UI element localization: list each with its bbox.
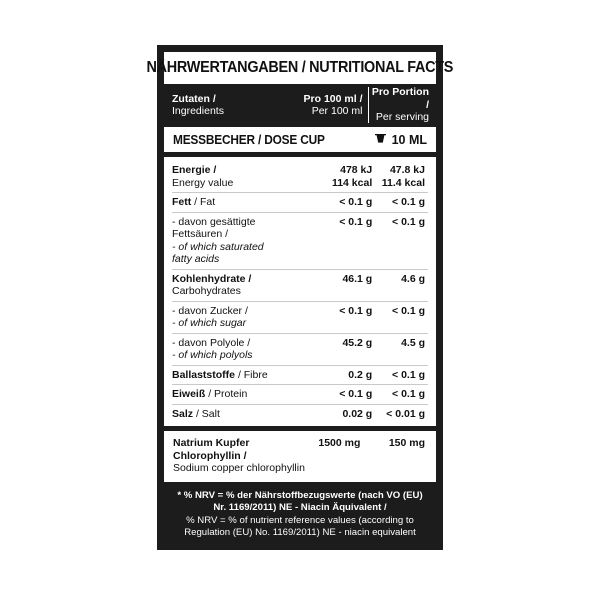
page-title: NÄHRWERTANGABEN / NUTRITIONAL FACTS (146, 59, 454, 76)
row-name-de: - davon gesättigte Fettsäuren / (172, 215, 256, 241)
row-value-per-serving: < 0.1 g (374, 301, 428, 334)
measuring-cup-icon (374, 131, 387, 149)
row-name-en: Energy value (172, 176, 234, 189)
row-value-per-100ml-text: 478 kJ 114 kcal (331, 164, 373, 189)
row-name: Ballaststoffe / Fibre (172, 365, 316, 385)
row-name: - davon gesättigte Fettsäuren / - of whic… (172, 212, 316, 270)
dose-cup-amount-group: 10 ML (374, 131, 427, 149)
row-name: - davon Polyole / - of which polyols (172, 333, 316, 366)
table-row: Ballaststoffe / Fibre 0.2 g < 0.1 g (172, 365, 428, 385)
table-row: - davon Zucker / - of which sugar < 0.1 … (172, 301, 428, 334)
row-name: - davon Zucker / - of which sugar (172, 301, 316, 334)
row-name-en: Sodium copper chlorophyllin (173, 462, 305, 474)
row-name-de: Salz (172, 407, 194, 420)
table-row: Natrium Kupfer Chlorophyllin / Sodium co… (172, 436, 428, 476)
row-name-de: - davon Polyole / (172, 336, 251, 349)
ingredients-label-de: Zutaten / (172, 92, 216, 105)
row-value-per-100ml: 478 kJ 114 kcal (315, 161, 375, 193)
table-row: - davon gesättigte Fettsäuren / - of whic… (172, 212, 428, 270)
row-value-per-100ml: 0.2 g (315, 365, 375, 385)
footnote-line-1: * % NRV = % der Nährstoffbezugswerte (na… (177, 489, 423, 501)
row-name: Fett / Fat (172, 192, 316, 213)
row-value-per-serving: < 0.1 g (374, 365, 428, 385)
table-row: Energie / Energy value 478 kJ 114 kcal 47… (172, 161, 428, 193)
column-header-per-100ml: Pro 100 ml / Per 100 ml (302, 87, 369, 123)
row-value-per-100ml: < 0.1 g (315, 192, 375, 213)
column-header-per-serving: Pro Portion / Per serving (369, 86, 438, 124)
footnote-line-2: Nr. 1169/2011) NE - Niacin Äquivalent / (213, 502, 387, 514)
nrv-footnote: * % NRV = % der Nährstoffbezugswerte (na… (163, 483, 437, 544)
table-row: Fett / Fat < 0.1 g < 0.1 g (172, 192, 428, 213)
row-name-en: / Fat (194, 196, 216, 208)
row-name-de: Fett (172, 196, 192, 208)
row-name: Eiweiß / Protein (172, 384, 316, 405)
nutrition-label: NÄHRWERTANGABEN / NUTRITIONAL FACTS Zuta… (147, 45, 454, 550)
row-name-en: Carbohydrates (172, 285, 241, 297)
row-value-per-serving: 47.8 kJ 11.4 kcal (374, 161, 428, 193)
chlorophyllin-panel: Natrium Kupfer Chlorophyllin / Sodium co… (163, 430, 437, 483)
row-name-en: / Fibre (237, 368, 268, 381)
row-value-per-100ml: < 0.1 g (315, 212, 375, 270)
footnote-line-3: % NRV = % of nutrient reference values (… (186, 514, 414, 526)
row-value-per-100ml: 46.1 g (315, 269, 375, 302)
nutrition-table: Energie / Energy value 478 kJ 114 kcal 47… (172, 161, 428, 423)
row-value-per-serving: < 0.1 g (374, 384, 428, 405)
footnote-line-4: Regulation (EU) No. 1169/2011) NE - niac… (184, 527, 416, 539)
nutrition-table-panel: Energie / Energy value 478 kJ 114 kcal 47… (163, 156, 437, 427)
per-serving-label-de: Pro Portion / (371, 86, 429, 111)
ingredients-label-en: Ingredients (172, 105, 224, 117)
label-title-band: NÄHRWERTANGABEN / NUTRITIONAL FACTS (147, 51, 454, 85)
row-name-en: - of which saturated fatty acids (172, 240, 264, 266)
row-name-de: Kohlenhydrate / (172, 272, 252, 285)
table-row: - davon Polyole / - of which polyols 45.… (172, 333, 428, 366)
row-name: Salz / Salt (172, 404, 315, 423)
row-name-de: Eiweiß (172, 388, 206, 400)
row-value-per-serving-text: 47.8 kJ 11.4 kcal (381, 164, 425, 189)
row-value-per-100ml: 1500 mg (318, 437, 361, 449)
row-value-per-serving: < 0.01 g (386, 407, 425, 420)
row-value-per-100ml: 45.2 g (315, 333, 375, 366)
per-100ml-label-de: Pro 100 ml / (303, 92, 363, 105)
row-name-en: / Salt (195, 407, 220, 420)
table-row: Eiweiß / Protein < 0.1 g < 0.1 g (172, 384, 428, 405)
row-name: Natrium Kupfer Chlorophyllin / Sodium co… (172, 436, 315, 476)
dose-cup-row: MESSBECHER / DOSE CUP 10 ML (163, 126, 437, 153)
row-value-per-100ml: < 0.1 g (315, 384, 375, 405)
column-header: Zutaten / Ingredients Pro 100 ml / Per 1… (163, 85, 437, 126)
row-name-de: Energie / (172, 164, 217, 176)
table-row: Kohlenhydrate / Carbohydrates 46.1 g 4.6… (172, 269, 428, 302)
row-value-per-serving: < 0.1 g (374, 212, 428, 270)
column-header-ingredients: Zutaten / Ingredients (163, 87, 302, 123)
row-value-per-100ml: < 0.1 g (315, 301, 375, 334)
row-name-en: - of which polyols (172, 349, 253, 361)
row-name-en: / Protein (208, 388, 248, 400)
row-value-per-serving: < 0.1 g (374, 192, 428, 213)
row-value-per-100ml: 0.02 g (342, 407, 373, 420)
dose-cup-amount: 10 ML (391, 132, 427, 147)
row-name: Energie / Energy value (172, 161, 316, 193)
row-name-en: - of which sugar (172, 317, 247, 329)
table-row: Salz / Salt 0.02 g < 0.01 g (172, 404, 428, 423)
chlorophyllin-table: Natrium Kupfer Chlorophyllin / Sodium co… (172, 436, 428, 476)
dose-cup-label: MESSBECHER / DOSE CUP (173, 132, 325, 147)
per-serving-label-en: Per serving (375, 111, 429, 124)
row-value-per-serving: 4.5 g (374, 333, 428, 366)
row-name: Kohlenhydrate / Carbohydrates (172, 269, 316, 302)
row-value-per-serving: 150 mg (388, 437, 425, 449)
row-value-per-serving: 4.6 g (374, 269, 428, 302)
per-100ml-label-en: Per 100 ml (311, 105, 363, 117)
row-name-de: Natrium Kupfer Chlorophyllin / (173, 437, 250, 462)
row-name-de: Ballaststoffe (172, 368, 236, 381)
row-name-de: - davon Zucker / (172, 304, 248, 317)
